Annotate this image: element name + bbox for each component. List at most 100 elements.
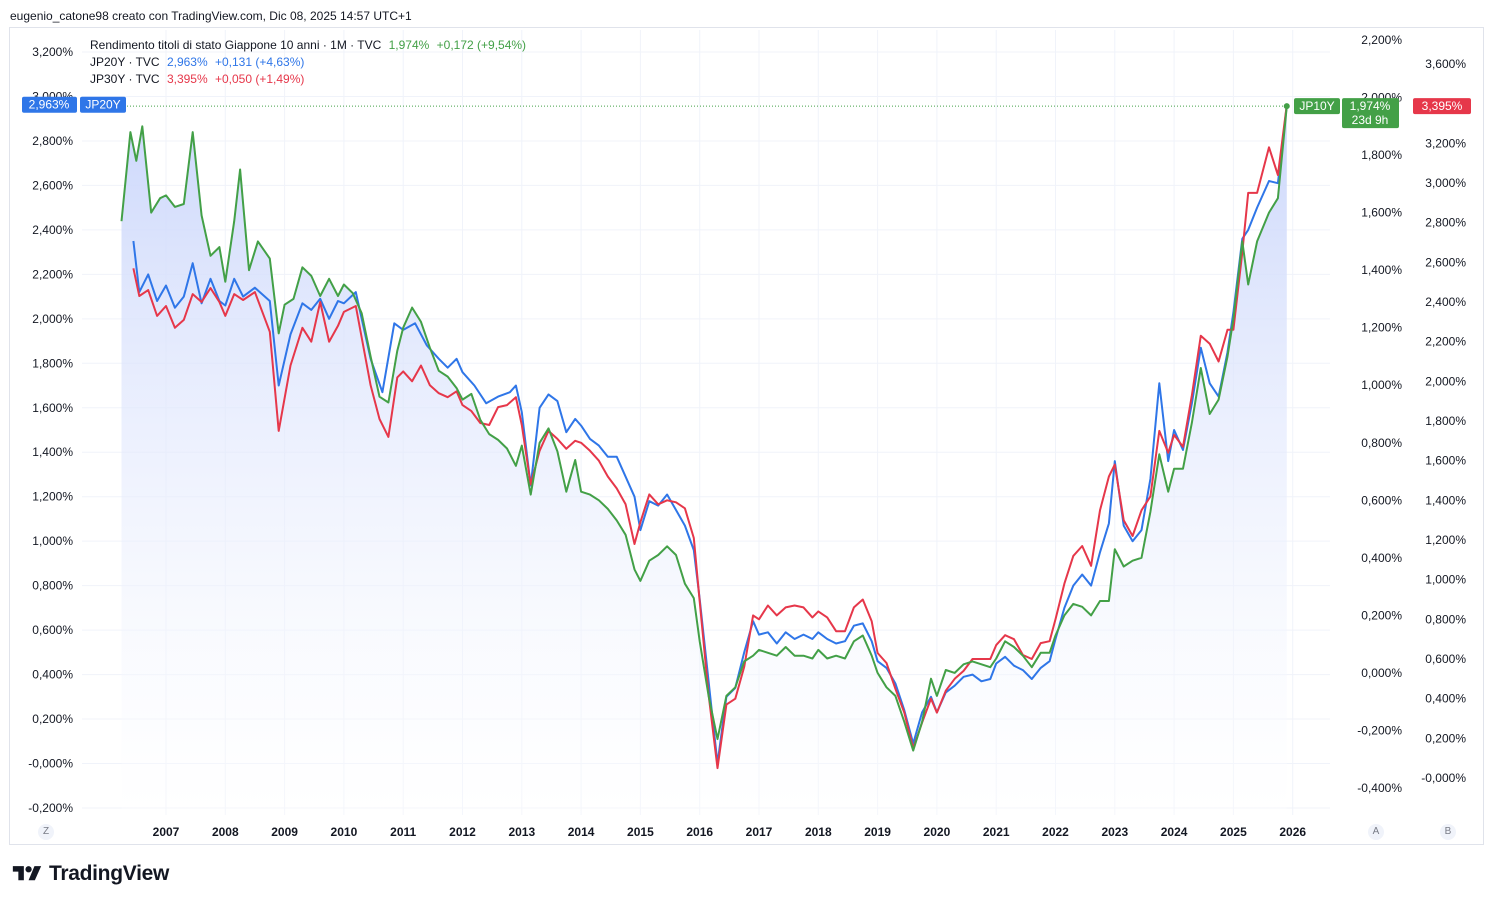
x-tick-label: 2019 <box>864 825 891 839</box>
y-tick-label-right-b: 2,800% <box>1425 216 1466 230</box>
y-tick-label-left: 1,600% <box>32 401 73 415</box>
y-tick-label-right-b: 2,000% <box>1425 374 1466 388</box>
y-tick-label-right-b: 2,200% <box>1425 335 1466 349</box>
y-tick-label-left: 2,400% <box>32 223 73 237</box>
area-fill <box>121 106 1287 815</box>
legend-row-jp10y[interactable]: Rendimento titoli di stato Giappone 10 a… <box>90 37 526 54</box>
area-jp10y <box>121 106 1287 815</box>
x-tick-label: 2012 <box>449 825 476 839</box>
legend: Rendimento titoli di stato Giappone 10 a… <box>90 37 526 88</box>
x-tick-label: 2014 <box>568 825 595 839</box>
brand-name: TradingView <box>49 862 170 885</box>
y-tick-label-right-a: -0,400% <box>1357 781 1402 795</box>
y-tick-label-right-a: -0,200% <box>1357 723 1402 737</box>
y-tick-label-right-a: 1,200% <box>1361 321 1402 335</box>
x-tick-label: 2026 <box>1279 825 1306 839</box>
y-tick-label-right-a: 0,600% <box>1361 493 1402 507</box>
y-tick-label-right-b: 0,400% <box>1425 692 1466 706</box>
legend-value: 2,963% <box>166 55 208 69</box>
jp10y-symbol-tag <box>1294 98 1340 115</box>
y-tick-label-left: 2,800% <box>32 134 73 148</box>
scale-a-button[interactable]: A <box>1368 824 1384 840</box>
jp30y-price-value: 3,395% <box>1422 99 1463 113</box>
y-tick-label-right-b: 1,600% <box>1425 454 1466 468</box>
y-axis-right-a: 2,200%2,000%1,800%1,600%1,400%1,200%1,00… <box>1357 33 1402 795</box>
y-tick-label-right-b: 3,000% <box>1425 176 1466 190</box>
legend-row-jp30y[interactable]: JP30Y · TVC 3,395% +0,050 (+1,49%) <box>90 71 526 88</box>
y-tick-label-right-b: 0,600% <box>1425 652 1466 666</box>
jp10y-symbol-label: JP10Y <box>1299 99 1334 113</box>
y-tick-label-right-b: 3,600% <box>1425 57 1466 71</box>
y-tick-label-left: -0,200% <box>28 801 73 815</box>
x-axis: 2007 2008 2009 2010 2011 2012 2013 2014 2015 2016… <box>153 825 1307 839</box>
y-tick-label-left: 0,200% <box>32 712 73 726</box>
jp20y-symbol-tag <box>80 96 126 113</box>
y-tick-label-left: 0,400% <box>32 668 73 682</box>
y-tick-label-right-a: 0,000% <box>1361 666 1402 680</box>
y-tick-label-right-b: 1,800% <box>1425 414 1466 428</box>
jp20y-symbol-label: JP20Y <box>85 98 120 112</box>
y-tick-label-right-a: 2,200% <box>1361 33 1402 47</box>
y-tick-label-left: 1,000% <box>32 534 73 548</box>
x-tick-label: 2011 <box>390 825 416 839</box>
y-tick-label-right-b: 1,200% <box>1425 533 1466 547</box>
tradingview-logo[interactable]: TradingView <box>11 862 169 886</box>
y-tick-label-left: 0,600% <box>32 623 73 637</box>
y-tick-label-right-a: 0,200% <box>1361 608 1402 622</box>
y-tick-label-left: -0,000% <box>28 757 73 771</box>
series-line-jp30y <box>132 104 1288 770</box>
series-line-jp10y <box>120 106 1288 752</box>
y-tick-label-right-b: 0,200% <box>1425 731 1466 745</box>
scale-z-button[interactable]: Z <box>38 824 54 840</box>
y-tick-label-left: 2,000% <box>32 312 73 326</box>
price-tags: 2,963% JP20Y JP10Y 1,974%23d 9h 3,395% <box>22 96 1471 129</box>
legend-change: +0,131 (+4,63%) <box>214 55 305 69</box>
y-tick-label-right-a: 0,800% <box>1361 436 1402 450</box>
x-tick-label: 2008 <box>212 825 239 839</box>
y-tick-label-left: 3,200% <box>32 45 73 59</box>
x-tick-label: 2007 <box>153 825 180 839</box>
x-tick-label: 2016 <box>686 825 713 839</box>
y-tick-label-right-a: 1,600% <box>1361 206 1402 220</box>
x-tick-label: 2013 <box>508 825 535 839</box>
tradingview-logo-icon <box>12 866 42 881</box>
y-tick-label-right-b: 2,600% <box>1425 255 1466 269</box>
legend-change: +0,172 (+9,54%) <box>436 38 527 52</box>
x-tick-label: 2009 <box>271 825 298 839</box>
scale-b-button[interactable]: B <box>1440 824 1456 840</box>
y-tick-label-left: 2,200% <box>32 267 73 281</box>
legend-value: 1,974% <box>388 38 430 52</box>
y-tick-label-right-a: 0,400% <box>1361 551 1402 565</box>
y-tick-label-left: 2,600% <box>32 178 73 192</box>
x-tick-label: 2017 <box>746 825 773 839</box>
x-tick-label: 2025 <box>1220 825 1247 839</box>
jp10y-price-tag <box>1342 98 1399 129</box>
y-tick-label-left: 1,800% <box>32 356 73 370</box>
x-tick-label: 2010 <box>331 825 358 839</box>
x-tick-label: 2018 <box>805 825 832 839</box>
y-axis-left: 3,200%3,000%2,800%2,600%2,400%2,200%2,00… <box>28 45 73 815</box>
y-tick-label-left: 0,800% <box>32 579 73 593</box>
y-tick-label-right-b: 0,800% <box>1425 612 1466 626</box>
y-tick-label-right-b: 1,000% <box>1425 573 1466 587</box>
y-tick-label-left: 1,200% <box>32 490 73 504</box>
legend-value: 3,395% <box>166 72 208 86</box>
y-tick-label-right-a: 1,000% <box>1361 378 1402 392</box>
jp20y-price-value: 2,963% <box>29 98 70 112</box>
y-axis-right-b: 3,600%3,400%3,200%3,000%2,800%2,600%2,40… <box>1421 57 1466 785</box>
x-tick-label: 2021 <box>983 825 1010 839</box>
jp30y-price-tag <box>1413 98 1471 115</box>
jp10y-price-value: 1,974% <box>1350 99 1391 113</box>
legend-row-jp20y[interactable]: JP20Y · TVC 2,963% +0,131 (+4,63%) <box>90 54 526 71</box>
y-tick-label-left: 1,400% <box>32 445 73 459</box>
x-tick-label: 2020 <box>924 825 951 839</box>
jp10y-countdown: 23d 9h <box>1352 113 1389 127</box>
jp20y-price-tag <box>22 96 77 113</box>
legend-change: +0,050 (+1,49%) <box>214 72 305 86</box>
chart-frame <box>9 27 1484 845</box>
y-tick-label-right-b: 2,400% <box>1425 295 1466 309</box>
y-tick-label-right-b: -0,000% <box>1421 771 1466 785</box>
x-tick-label: 2024 <box>1161 825 1188 839</box>
y-tick-label-right-b: 1,400% <box>1425 493 1466 507</box>
